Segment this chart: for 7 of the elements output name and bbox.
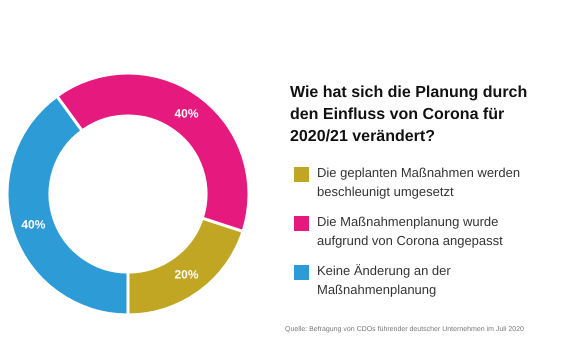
legend-label: Die Maßnahmenplanung wurde aufgrund von Corona angepasst: [317, 214, 504, 248]
data-label: 20%: [174, 267, 199, 282]
data-label: 40%: [174, 106, 199, 121]
data-label: 40%: [21, 218, 46, 232]
legend-label: Keine Änderung an der Maßnahmenplanung: [317, 263, 452, 297]
text: Wie hat sich die Planung durch den Einfluss von Corona für 2020/21 verändert?: [290, 84, 528, 145]
legend-label: Die geplanten Maßnahmen werden beschleunigt umgesetzt: [317, 165, 520, 199]
